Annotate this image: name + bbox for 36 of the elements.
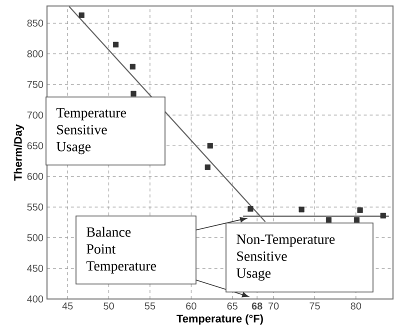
- y-tick-label: 550: [27, 204, 44, 211]
- y-tick-label: 850: [27, 20, 44, 27]
- y-tick-label: 450: [27, 264, 44, 272]
- point: [354, 217, 360, 223]
- annotation: Temperature Sensitive Usage: [56, 108, 126, 154]
- x-tick-label: 60: [186, 302, 196, 310]
- point: [357, 207, 363, 213]
- x-tick-label: 45: [62, 302, 73, 310]
- x-tick-label: 55: [144, 302, 156, 310]
- x-tick-label: 50: [104, 302, 114, 310]
- y-tick-label: 700: [27, 112, 44, 119]
- point: [298, 206, 304, 212]
- y-tick-label: 600: [27, 172, 44, 180]
- x-tick-label: 68: [252, 302, 262, 310]
- x-tick-label: 65: [227, 302, 238, 310]
- point: [204, 164, 210, 170]
- point: [130, 64, 136, 70]
- point: [130, 90, 136, 96]
- point: [326, 217, 332, 223]
- x-tick-label: 80: [350, 302, 362, 310]
- y-tick-label: 650: [27, 142, 44, 150]
- x-tick-label: 75: [310, 302, 320, 310]
- point: [113, 42, 119, 48]
- point: [207, 142, 213, 149]
- y-tick-label: 500: [27, 234, 44, 242]
- x-axis-title: Temperature (°F): [176, 314, 263, 325]
- y-tick-label: 800: [27, 50, 44, 58]
- point: [380, 212, 386, 218]
- y-tick-label: 400: [27, 295, 44, 303]
- y-tick-label: 750: [27, 80, 44, 88]
- point: [248, 206, 254, 212]
- annotation: Non-Temperature Sensitive Usage: [236, 234, 335, 281]
- point: [78, 12, 84, 18]
- x-tick-label: 70: [268, 302, 279, 310]
- y-axis-title: Therm/Day: [14, 124, 24, 181]
- annotation: Balance Point Temperature: [86, 226, 156, 274]
